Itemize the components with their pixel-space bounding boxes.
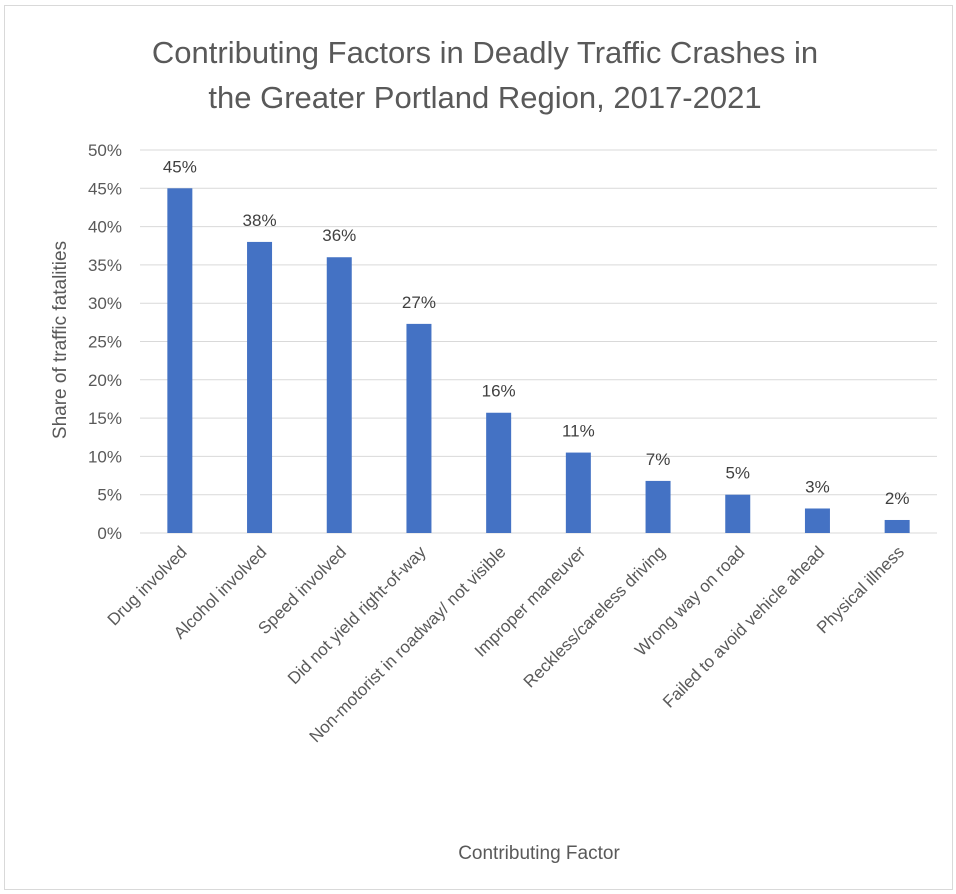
data-label: 36% xyxy=(322,226,356,245)
data-label: 16% xyxy=(482,382,516,401)
data-label: 5% xyxy=(725,464,750,483)
data-labels: 45% 38% 36% 27% 16% 11% 7% 5% 3% 2% xyxy=(163,157,910,508)
data-label: 11% xyxy=(562,422,595,441)
category-label: Failed to avoid vehicle ahead xyxy=(659,542,828,711)
bars xyxy=(167,188,910,534)
y-tick-label: 10% xyxy=(88,447,122,466)
category-label: Drug involved xyxy=(104,542,191,629)
bar xyxy=(725,494,751,533)
y-tick-label: 15% xyxy=(88,409,122,428)
bar xyxy=(326,257,352,533)
bar xyxy=(565,452,591,533)
y-tick-label: 50% xyxy=(88,141,122,160)
y-tick-label: 40% xyxy=(88,218,122,237)
bar xyxy=(486,412,512,533)
x-axis-title: Contributing Factor xyxy=(458,843,620,864)
gridlines xyxy=(140,149,937,534)
data-label: 3% xyxy=(805,477,830,496)
category-label: Did not yield right-of-way xyxy=(284,542,430,688)
y-tick-label: 45% xyxy=(88,179,122,198)
y-tick-label: 5% xyxy=(97,486,122,505)
chart-title-line-1: Contributing Factors in Deadly Traffic C… xyxy=(152,35,818,70)
chart-frame xyxy=(4,5,953,890)
data-label: 7% xyxy=(646,450,671,469)
y-tick-label: 25% xyxy=(88,333,122,352)
bar xyxy=(406,323,432,533)
chart-title-line-2: the Greater Portland Region, 2017-2021 xyxy=(208,80,761,115)
bar xyxy=(167,188,193,534)
data-label: 27% xyxy=(402,293,436,312)
bar xyxy=(804,508,830,533)
bar xyxy=(247,241,273,534)
data-label: 38% xyxy=(243,211,277,230)
data-label: 2% xyxy=(885,489,910,508)
y-tick-label: 30% xyxy=(88,294,122,313)
category-label: Reckless/careless driving xyxy=(520,542,669,691)
bar xyxy=(645,480,671,533)
y-tick-label: 20% xyxy=(88,371,122,390)
y-axis-tick-labels: 0% 5% 10% 15% 20% 25% 30% 35% 40% 45% 50% xyxy=(88,141,122,543)
y-tick-label: 35% xyxy=(88,256,122,275)
y-tick-label: 0% xyxy=(97,524,122,543)
y-axis-title: Share of traffic fatalities xyxy=(50,241,71,439)
data-label: 45% xyxy=(163,157,197,176)
bar xyxy=(884,519,910,533)
